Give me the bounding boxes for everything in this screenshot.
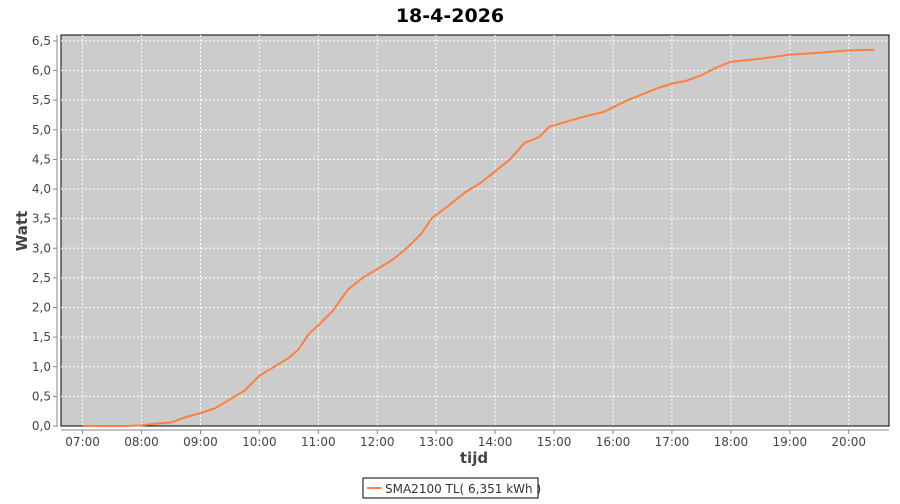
legend: SMA2100 TL( 6,351 kWh ) [362, 477, 541, 499]
legend-label: SMA2100 TL( 6,351 kWh ) [385, 482, 541, 496]
x-tick-label: 13:00 [419, 435, 454, 449]
x-tick-label: 10:00 [242, 435, 277, 449]
y-axis-label: Watt [13, 211, 31, 251]
x-tick-label: 09:00 [183, 435, 218, 449]
x-tick-label: 17:00 [655, 435, 690, 449]
y-tick-label: 5,5 [32, 93, 51, 107]
y-tick-label: 5,0 [32, 123, 51, 137]
x-axis-label: tijd [460, 449, 488, 467]
x-tick-label: 14:00 [478, 435, 513, 449]
x-tick-label: 11:00 [301, 435, 336, 449]
x-tick-label: 08:00 [124, 435, 159, 449]
x-tick-label: 18:00 [714, 435, 749, 449]
y-tick-label: 3,0 [32, 241, 51, 255]
y-tick-label: 0,0 [32, 419, 51, 433]
x-tick-label: 19:00 [773, 435, 808, 449]
y-tick-label: 4,0 [32, 182, 51, 196]
x-tick-label: 15:00 [537, 435, 572, 449]
y-tick-label: 0,5 [32, 389, 51, 403]
x-tick-label: 16:00 [596, 435, 631, 449]
y-tick-label: 2,0 [32, 301, 51, 315]
y-tick-label: 2,5 [32, 271, 51, 285]
y-tick-label: 3,5 [32, 212, 51, 226]
x-tick-label: 20:00 [831, 435, 866, 449]
chart-title: 18-4-2026 [396, 5, 504, 27]
y-tick-label: 1,0 [32, 360, 51, 374]
y-tick-label: 4,5 [32, 152, 51, 166]
x-tick-label: 12:00 [360, 435, 395, 449]
x-tick-label: 07:00 [65, 435, 100, 449]
y-tick-label: 1,5 [32, 330, 51, 344]
series-line [82, 48, 875, 427]
plot-area [60, 34, 890, 427]
y-tick-label: 6,5 [32, 34, 51, 48]
y-tick-label: 6,0 [32, 64, 51, 78]
